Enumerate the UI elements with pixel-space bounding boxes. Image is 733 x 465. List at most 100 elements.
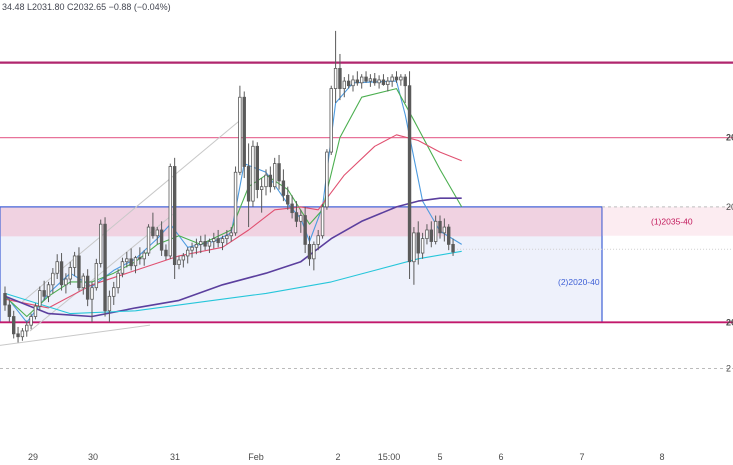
right-axis-label: 2 bbox=[726, 363, 731, 373]
candle-body bbox=[420, 238, 425, 254]
candle-body bbox=[303, 215, 307, 245]
candle-body bbox=[416, 232, 420, 254]
candle bbox=[81, 273, 85, 295]
time-axis-label: 31 bbox=[170, 452, 180, 462]
candle-body bbox=[129, 258, 133, 267]
trend-channel-middle bbox=[29, 212, 176, 332]
candle-body bbox=[125, 258, 129, 263]
candle bbox=[46, 281, 51, 303]
candle bbox=[168, 163, 172, 259]
ohlc-readout: 34.48 L2031.80 C2032.65 −0.88 (−0.04%) bbox=[2, 2, 171, 12]
candle bbox=[220, 235, 225, 251]
candle bbox=[138, 247, 142, 265]
candle bbox=[172, 157, 177, 280]
candle-body bbox=[164, 249, 168, 257]
candle bbox=[377, 75, 381, 89]
candle bbox=[155, 227, 159, 245]
candle-body bbox=[299, 215, 303, 222]
candle-body bbox=[373, 78, 377, 84]
candle-body bbox=[51, 272, 55, 286]
candle bbox=[386, 77, 390, 92]
candle bbox=[442, 218, 447, 242]
candle bbox=[55, 254, 59, 280]
candle bbox=[303, 206, 307, 254]
candle bbox=[325, 149, 329, 210]
candle-body bbox=[68, 267, 72, 280]
candle bbox=[7, 299, 12, 322]
candle-body bbox=[346, 80, 351, 87]
candle-body bbox=[281, 180, 286, 196]
candle-body bbox=[251, 145, 255, 202]
candle-body bbox=[90, 287, 94, 300]
candle-body bbox=[120, 261, 125, 274]
candle bbox=[299, 209, 303, 233]
candle-body bbox=[59, 261, 64, 286]
candle bbox=[207, 238, 212, 254]
levels-layer bbox=[0, 61, 733, 369]
candle bbox=[272, 157, 277, 190]
candle-body bbox=[246, 166, 251, 202]
candle bbox=[416, 221, 420, 265]
candle bbox=[425, 224, 429, 245]
candle-body bbox=[429, 229, 433, 242]
candle bbox=[77, 247, 81, 291]
candle bbox=[346, 74, 351, 89]
candle-body bbox=[268, 174, 273, 188]
candle bbox=[329, 85, 333, 155]
candle bbox=[225, 229, 229, 245]
zone-label-1: (1)2035-40 bbox=[651, 216, 693, 226]
candle bbox=[238, 85, 242, 176]
candle bbox=[294, 201, 299, 228]
candle bbox=[194, 238, 199, 255]
candle bbox=[216, 229, 220, 248]
candle-body bbox=[355, 79, 360, 84]
candle-body bbox=[451, 243, 455, 253]
candle bbox=[399, 74, 403, 86]
candle-body bbox=[16, 333, 20, 338]
candle-body bbox=[103, 223, 107, 312]
candle bbox=[146, 224, 151, 256]
candle bbox=[159, 221, 164, 256]
candle-body bbox=[286, 194, 290, 205]
zone-2035-40-extension bbox=[602, 206, 733, 236]
candle bbox=[185, 247, 190, 264]
candle bbox=[242, 91, 246, 179]
time-axis-label: 2 bbox=[335, 452, 340, 462]
candle bbox=[338, 53, 342, 101]
candle-body bbox=[11, 316, 16, 335]
candle bbox=[3, 286, 7, 311]
time-axis-label: 30 bbox=[88, 452, 98, 462]
candle bbox=[229, 227, 233, 242]
candle bbox=[394, 71, 399, 83]
time-axis-label: 29 bbox=[28, 452, 38, 462]
candle bbox=[286, 186, 290, 210]
candle-body bbox=[386, 80, 390, 85]
candle bbox=[29, 313, 33, 330]
candle bbox=[390, 74, 394, 87]
candle-body bbox=[181, 255, 186, 261]
candle bbox=[164, 244, 168, 260]
candle-body bbox=[342, 80, 346, 89]
candle-body bbox=[225, 235, 229, 240]
candle-body bbox=[185, 249, 190, 257]
candle-body bbox=[325, 151, 329, 208]
candle bbox=[33, 303, 38, 320]
candle-body bbox=[233, 171, 238, 234]
candle bbox=[264, 169, 268, 196]
time-axis-label: 7 bbox=[579, 452, 584, 462]
candle bbox=[446, 224, 451, 251]
candle-body bbox=[216, 238, 220, 244]
candle-body bbox=[94, 263, 99, 289]
candle-body bbox=[107, 295, 112, 312]
candle bbox=[281, 169, 286, 202]
candle-body bbox=[190, 246, 194, 251]
candle-body bbox=[359, 76, 364, 84]
candle bbox=[103, 217, 107, 317]
ma_purple-line bbox=[4, 197, 462, 318]
candle-body bbox=[368, 78, 373, 82]
right-axis-label: 20 bbox=[726, 317, 733, 327]
candle-body bbox=[307, 243, 312, 260]
candle-body bbox=[133, 257, 138, 267]
